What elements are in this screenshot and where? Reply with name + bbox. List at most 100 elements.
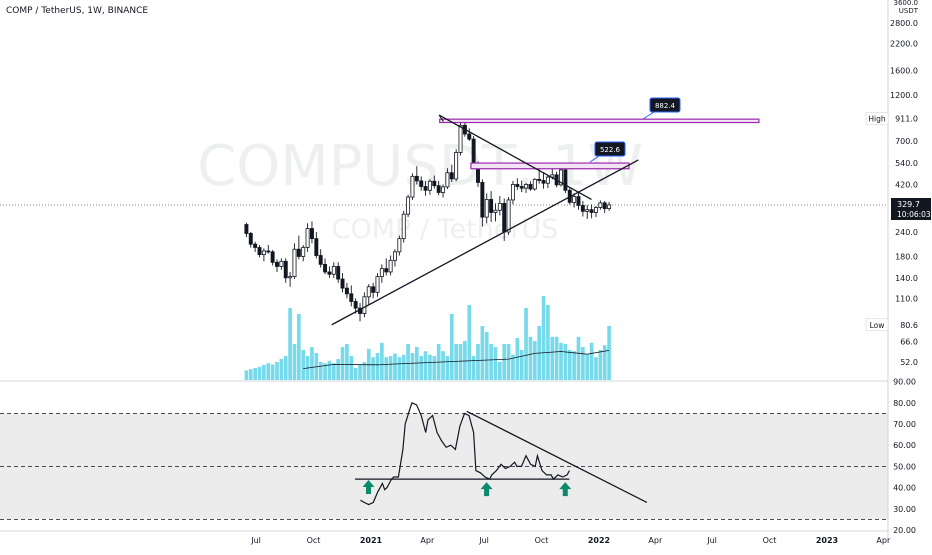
low-value: 80.6 — [900, 321, 918, 330]
volume-bar — [384, 357, 389, 380]
candle-body — [301, 247, 306, 257]
volume-bar — [253, 368, 257, 380]
candle-body — [563, 169, 568, 191]
time-tick: Jul — [478, 536, 489, 545]
volume-bar — [554, 336, 559, 380]
volume-bar — [476, 344, 480, 380]
candle-body — [292, 248, 297, 278]
volume-bar — [502, 344, 507, 380]
price-tick: 180.0 — [895, 252, 918, 261]
bullish-arrow-1 — [480, 482, 493, 497]
rsi-tick: 20.00 — [893, 526, 916, 535]
candle-body — [528, 184, 533, 190]
candle-body — [585, 209, 590, 212]
callout-box-1 — [594, 141, 626, 157]
price-trendline-1 — [438, 114, 592, 201]
candle-body — [594, 207, 598, 213]
candle-body — [283, 260, 288, 279]
price-tick: 2800.0 — [890, 19, 918, 28]
volume-bar — [318, 362, 323, 380]
candle-body — [484, 199, 489, 218]
volume-bar — [498, 362, 502, 380]
volume-bar — [598, 350, 603, 380]
volume-bar — [358, 365, 362, 380]
candle-body — [366, 286, 371, 298]
candle-body — [248, 233, 253, 245]
volume-bar — [559, 342, 563, 380]
bullish-arrow-0 — [362, 480, 375, 494]
volume-bar — [331, 363, 336, 380]
volume-bar — [524, 308, 528, 380]
candle-body — [441, 186, 446, 193]
candle-body — [559, 169, 563, 186]
volume-bar — [581, 347, 585, 380]
candle-body — [454, 152, 459, 180]
volume-bar — [515, 338, 520, 380]
watermark-name: COMP / TetherUS — [332, 214, 559, 245]
volume-bar — [406, 344, 410, 380]
volume-bar — [445, 356, 450, 380]
low-label: Low — [870, 321, 885, 330]
volume-bar — [288, 308, 292, 380]
time-tick: Jul — [250, 536, 261, 545]
volume-bar — [441, 351, 445, 380]
volume-bar — [576, 336, 581, 380]
high-label-box — [865, 112, 889, 125]
volume-bar — [528, 336, 533, 380]
candle-body — [423, 186, 428, 191]
price-trendline-0 — [331, 159, 639, 326]
volume-bar — [310, 347, 314, 380]
candle-body — [467, 133, 472, 140]
rsi-tick: 70.00 — [893, 420, 916, 429]
candle-body — [296, 248, 301, 257]
candle-body — [275, 261, 279, 267]
candle-body — [401, 213, 406, 240]
candle-body — [305, 228, 310, 248]
price-tick: 540.0 — [895, 159, 918, 168]
volume-bar — [594, 357, 598, 380]
volume-bar — [266, 363, 271, 380]
candle-body — [502, 202, 507, 233]
volume-bar — [279, 359, 284, 380]
price-tick: 1600.0 — [890, 67, 918, 76]
candle-body — [270, 251, 275, 263]
price-tick: 2200.0 — [890, 40, 918, 49]
volume-bar — [292, 344, 297, 380]
volume-bar — [353, 368, 358, 380]
volume-bar — [493, 347, 498, 380]
price-tick: 1200.0 — [890, 91, 918, 100]
volume-bar — [257, 366, 262, 380]
volume-bar — [589, 342, 594, 380]
price-tick: 52.0 — [900, 358, 918, 367]
price-tick: 700.0 — [895, 137, 918, 146]
candle-body — [375, 276, 380, 293]
wedge-top-connector — [438, 114, 444, 122]
candle-body — [327, 271, 332, 275]
candle-body — [524, 184, 529, 189]
volume-bar — [362, 362, 367, 380]
price-tick: 110.0 — [895, 294, 918, 303]
candle-body — [388, 259, 393, 273]
candle-body — [384, 268, 389, 273]
volume-bar — [602, 345, 607, 380]
volume-bar — [423, 351, 428, 380]
candle-body — [410, 175, 415, 198]
candle-body — [419, 180, 424, 187]
callout-pointer-1 — [589, 155, 600, 163]
volume-bar — [270, 364, 275, 380]
candle-body — [515, 184, 520, 187]
volume-bar — [336, 359, 341, 380]
price-tick: 420.0 — [895, 180, 918, 189]
candle-body — [602, 202, 607, 210]
volume-bar — [484, 332, 489, 380]
volume-bar — [428, 354, 432, 380]
time-tick: 2021 — [360, 536, 383, 545]
candle-body — [493, 209, 498, 213]
candle-body — [314, 238, 319, 256]
candle-body — [589, 209, 594, 213]
volume-bar — [458, 344, 463, 380]
volume-bar — [349, 356, 354, 380]
volume-bar — [572, 351, 576, 380]
